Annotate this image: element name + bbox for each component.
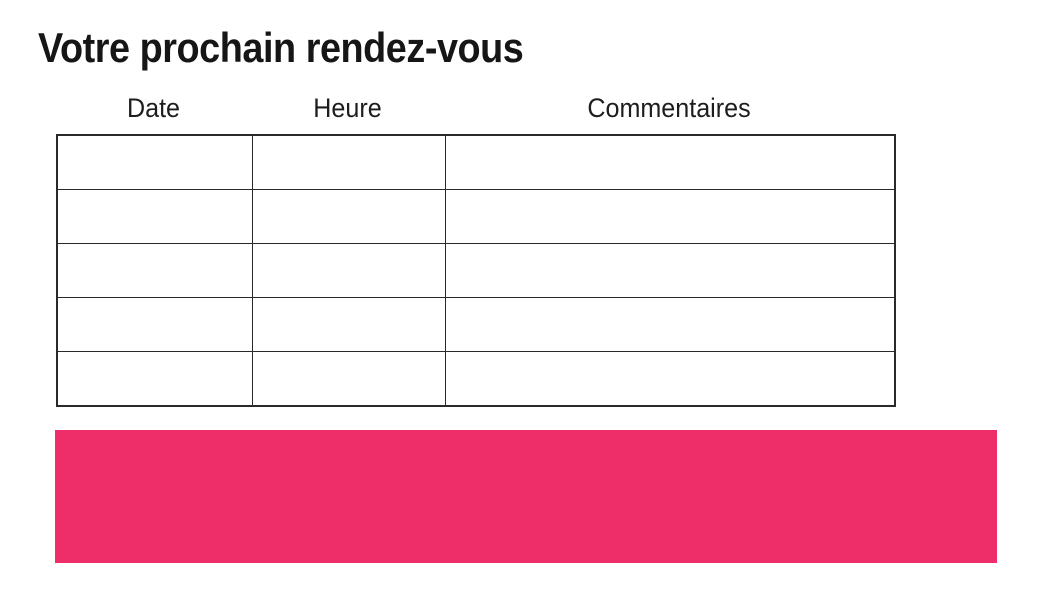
table-row	[56, 188, 896, 244]
page-title: Votre prochain rendez-vous	[38, 24, 524, 71]
table-cell	[444, 134, 896, 190]
table-cell	[444, 297, 896, 353]
table-cell	[56, 351, 253, 407]
table-cell	[56, 134, 253, 190]
column-header-commentaires: Commentaires	[587, 93, 751, 123]
table-row	[56, 134, 896, 190]
appointments-table	[56, 134, 896, 407]
table-cell	[444, 351, 896, 407]
table-cell	[444, 242, 896, 299]
table-row	[56, 242, 896, 299]
table-cell	[56, 188, 253, 244]
table-row	[56, 351, 896, 407]
table-column-headers: Date Heure Commentaires	[56, 92, 894, 124]
table-cell	[444, 188, 896, 244]
table-cell	[251, 242, 446, 299]
footer-banner	[55, 430, 997, 563]
table-cell	[251, 188, 446, 244]
table-cell	[56, 242, 253, 299]
table-row	[56, 297, 896, 353]
column-header-date: Date	[126, 93, 181, 123]
column-header-heure: Heure	[313, 93, 382, 123]
table-cell	[251, 134, 446, 190]
table-cell	[251, 351, 446, 407]
table-cell	[251, 297, 446, 353]
appointments-table-body	[56, 134, 896, 407]
table-cell	[56, 297, 253, 353]
